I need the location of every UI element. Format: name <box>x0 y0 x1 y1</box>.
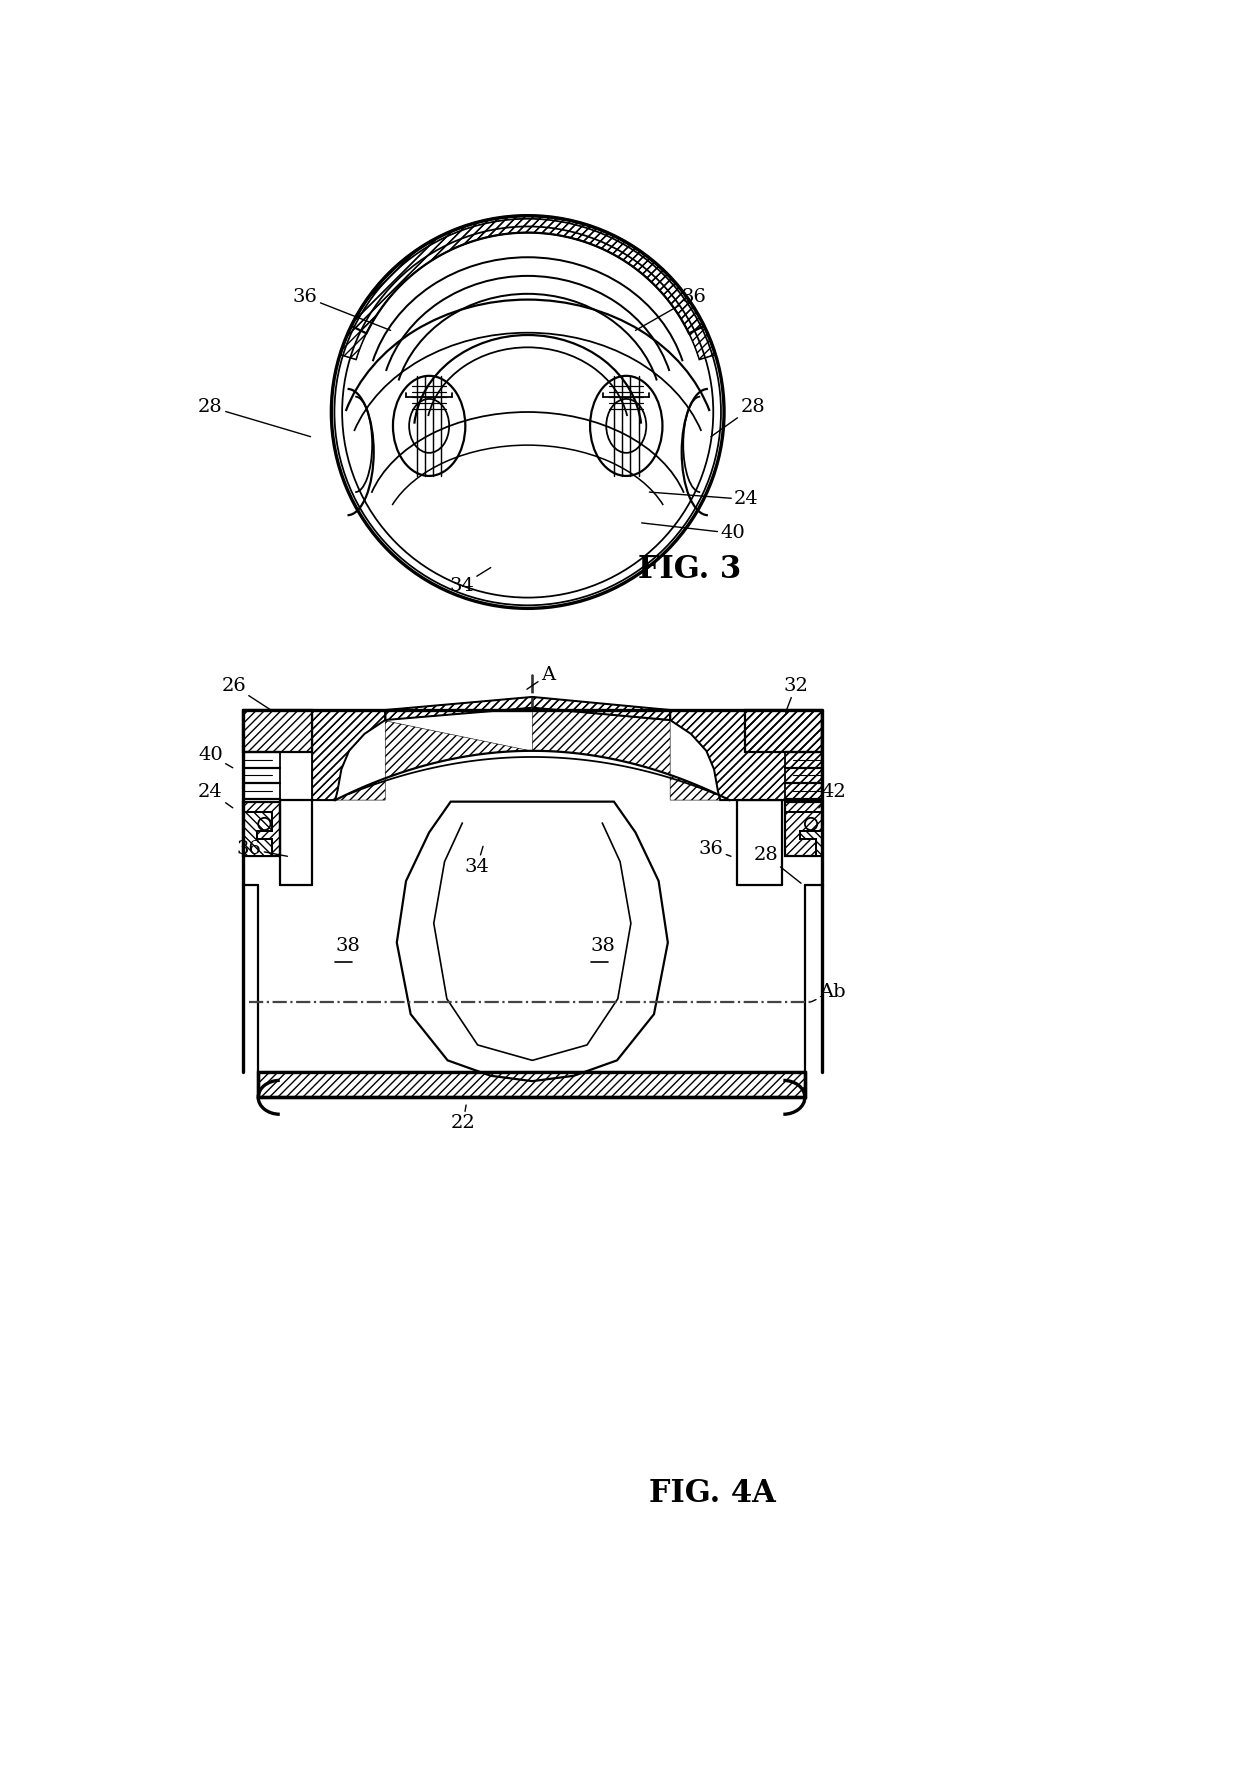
Text: 36: 36 <box>698 839 730 859</box>
Text: 24: 24 <box>198 782 233 807</box>
Text: 38: 38 <box>590 937 616 955</box>
Polygon shape <box>785 802 822 857</box>
Text: A: A <box>527 667 556 690</box>
Text: Ab: Ab <box>811 983 846 1001</box>
Text: 42: 42 <box>818 782 847 807</box>
Text: 28: 28 <box>754 846 801 884</box>
Text: 34: 34 <box>449 567 491 594</box>
Text: 26: 26 <box>221 677 272 711</box>
Text: 32: 32 <box>784 677 808 713</box>
Polygon shape <box>243 709 312 752</box>
Text: 40: 40 <box>198 747 233 768</box>
Text: FIG. 3: FIG. 3 <box>637 553 742 585</box>
Text: 36: 36 <box>293 288 391 331</box>
Text: 38: 38 <box>335 937 360 955</box>
Text: 40: 40 <box>641 523 745 542</box>
Polygon shape <box>243 802 280 857</box>
Text: 34: 34 <box>465 846 490 877</box>
Polygon shape <box>745 709 822 752</box>
Text: 36: 36 <box>635 288 707 331</box>
Text: 28: 28 <box>711 398 765 437</box>
Text: 24: 24 <box>650 491 759 509</box>
Polygon shape <box>243 813 272 857</box>
Polygon shape <box>785 813 822 857</box>
Text: 28: 28 <box>198 398 310 437</box>
Text: 36: 36 <box>237 839 288 859</box>
Text: 22: 22 <box>450 1104 475 1133</box>
Text: FIG. 4A: FIG. 4A <box>649 1478 776 1508</box>
